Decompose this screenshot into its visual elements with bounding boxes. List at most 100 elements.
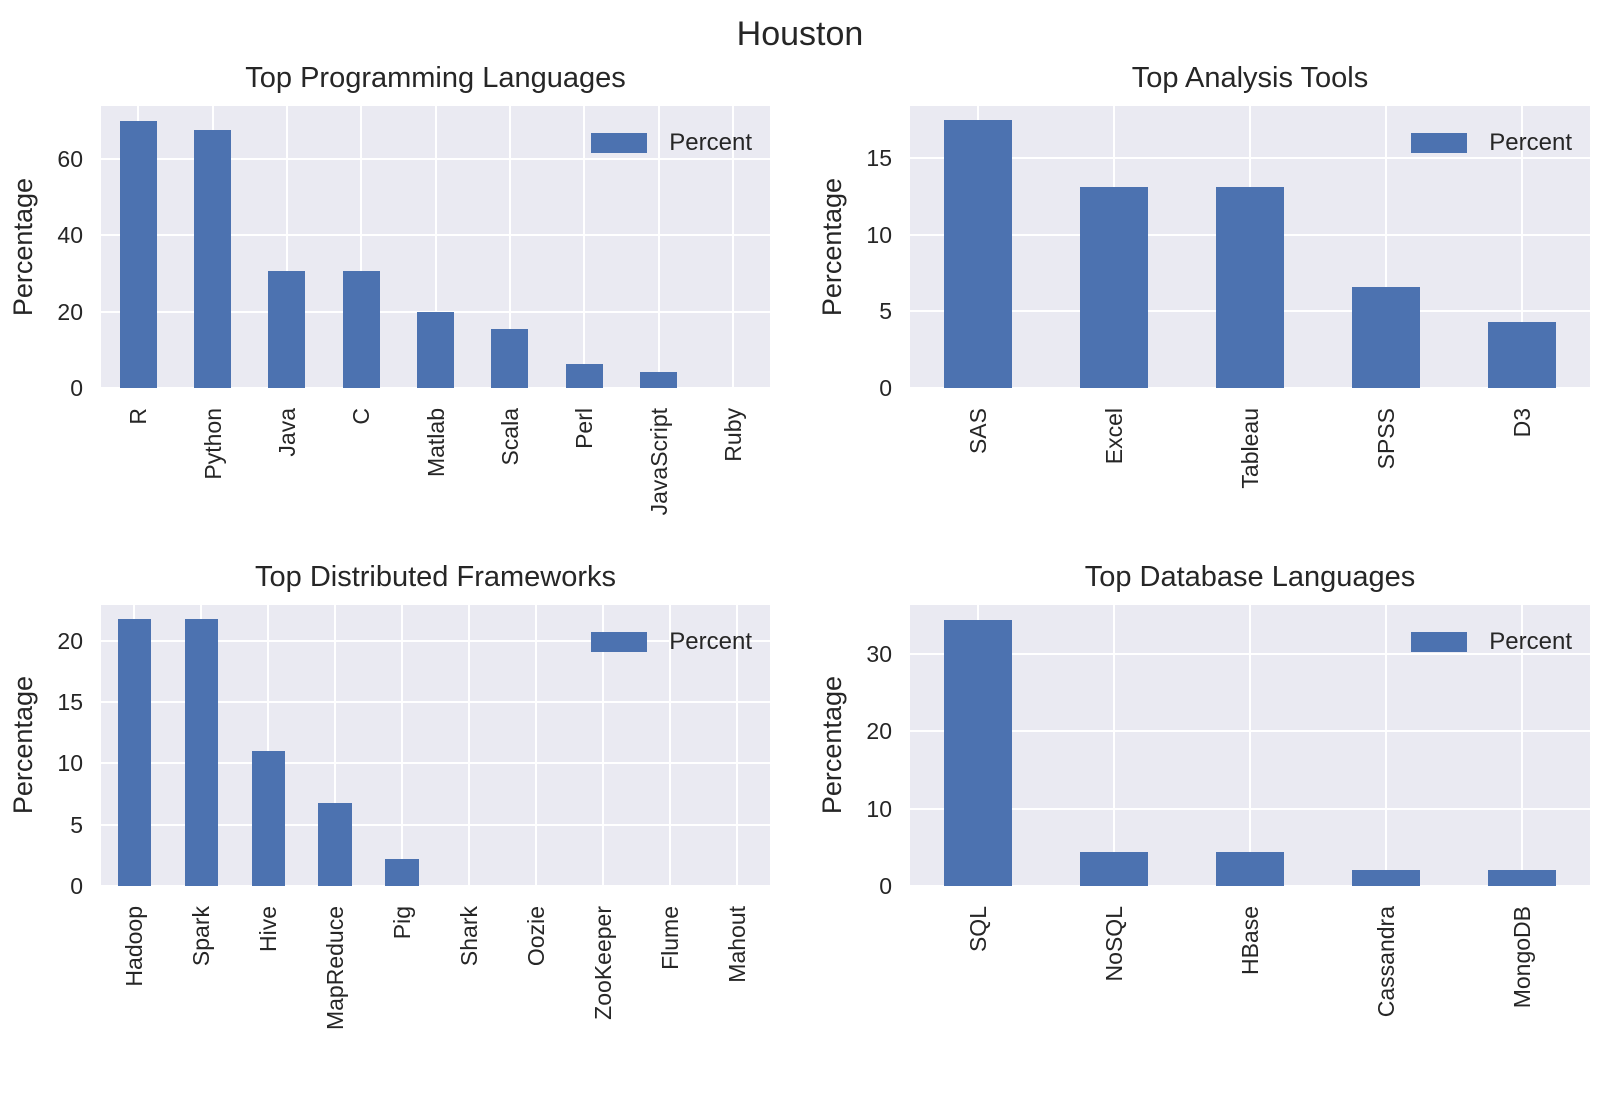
x-tick-label-hbase: HBase [1236,906,1263,976]
x-tick-label-nosql: NoSQL [1100,906,1127,982]
y-tick-label: 0 [70,873,83,899]
gridline-vertical [668,605,671,886]
bar-sas [944,119,1012,388]
gridline-vertical [1385,106,1387,388]
bar-java [268,270,306,388]
bar-hadoop [117,618,152,886]
gridline-vertical [1249,605,1251,886]
bar-matlab [416,312,455,388]
y-tick-label: 0 [879,873,892,899]
bar-cassandra [1352,869,1420,886]
bar-tableau [1216,187,1284,388]
bar-nosql [1080,851,1148,886]
bar-python [193,130,232,388]
gridline-vertical [657,106,660,388]
legend-swatch [591,632,648,652]
gridline-vertical [1385,605,1387,886]
gridline-horizontal [101,157,770,160]
bar-excel [1080,187,1148,388]
gridline-horizontal [101,639,770,642]
bar-sql [944,619,1012,886]
gridline-horizontal [910,807,1590,810]
plot-area [910,605,1590,886]
y-tick-label: 10 [866,795,892,822]
legend: Percent [1411,131,1572,155]
bar-javascript [639,371,678,388]
legend-swatch [1411,632,1468,652]
bar-perl [565,363,603,388]
y-tick-label: 20 [57,298,83,325]
y-tick-label: 0 [879,375,892,401]
gridline-vertical [731,106,734,388]
y-tick-label: 0 [70,375,83,401]
x-tick-label-cassandra: Cassandra [1372,906,1399,1018]
plot-area [101,106,770,388]
y-tick-label: 40 [57,222,83,249]
gridline-horizontal [101,234,770,237]
legend: Percent [591,131,752,155]
y-tick-label: 60 [57,145,83,172]
legend: Percent [1411,630,1572,654]
bar-hive [251,751,285,886]
bar-mongodb [1488,869,1556,886]
gridline-horizontal [101,700,770,703]
bar-mapreduce [318,802,352,886]
legend-swatch [1411,133,1468,153]
gridline-vertical [334,605,337,886]
gridline-horizontal [101,762,770,765]
gridline-horizontal [101,310,770,313]
chart-title: Top Programming Languages [245,62,626,94]
gridline-horizontal [101,823,770,826]
gridline-vertical [360,106,363,388]
y-tick-label: 10 [57,750,83,777]
gridline-vertical [583,106,586,388]
legend: Percent [591,630,752,654]
chart-title: Top Database Languages [1084,561,1416,593]
gridline-vertical [401,605,404,886]
figure-suptitle: Houston [736,15,864,53]
gridline-horizontal [910,652,1590,655]
y-tick-label: 15 [57,688,83,715]
y-tick-label: 5 [70,811,83,838]
legend-swatch [591,133,648,153]
gridline-vertical [508,106,511,388]
y-tick-label: 5 [879,298,892,325]
plot-area [101,605,770,886]
bar-pig [385,859,419,886]
bar-r [119,120,157,388]
gridline-vertical [1521,106,1523,388]
gridline-vertical [434,106,437,388]
y-tick-label: 10 [866,221,892,248]
gridline-vertical [534,605,537,886]
bar-scala [491,329,529,388]
legend-label: Percent [669,129,752,156]
legend-label: Percent [1489,129,1572,156]
y-tick-label: 15 [866,145,892,172]
legend-label: Percent [669,628,752,655]
bar-d3 [1488,322,1556,388]
y-tick-label: 30 [866,640,892,667]
bar-c [342,270,380,388]
gridline-vertical [601,605,604,886]
bar-spss [1352,286,1420,388]
y-tick-label: 20 [866,718,892,745]
x-tick-label-mongodb: MongoDB [1508,906,1535,1009]
x-tick-label-sql: SQL [964,906,991,953]
gridline-vertical [735,605,738,886]
y-tick-label: 20 [57,627,83,654]
chart-title: Top Analysis Tools [1131,62,1369,94]
gridline-vertical [1521,605,1523,886]
gridline-vertical [467,605,470,886]
bar-hbase [1216,851,1284,886]
bar-spark [184,618,219,886]
gridline-vertical [267,605,270,886]
gridline-vertical [285,106,288,388]
legend-label: Percent [1489,628,1572,655]
chart-title: Top Distributed Frameworks [255,561,616,593]
gridline-horizontal [910,157,1590,160]
